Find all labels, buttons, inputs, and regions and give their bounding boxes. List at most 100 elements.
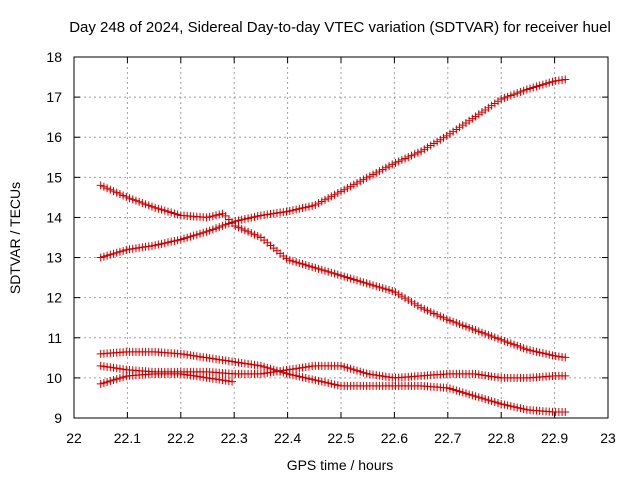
data-point xyxy=(548,77,557,86)
data-point xyxy=(484,330,493,339)
data-point xyxy=(308,262,317,271)
data-point xyxy=(513,403,522,412)
data-point xyxy=(381,285,390,294)
data-point xyxy=(119,373,128,382)
data-point xyxy=(497,95,506,104)
data-point xyxy=(397,155,406,164)
data-point xyxy=(218,221,227,230)
series-series-b xyxy=(96,361,570,382)
data-point xyxy=(413,301,422,310)
data-point xyxy=(234,216,243,225)
data-point xyxy=(510,340,519,349)
data-point xyxy=(356,277,365,286)
data-point xyxy=(122,245,131,254)
data-point xyxy=(477,328,486,337)
data-point xyxy=(285,256,294,265)
data-point xyxy=(410,150,419,159)
data-point xyxy=(301,261,310,270)
data-point xyxy=(442,383,451,392)
data-point xyxy=(445,316,454,325)
data-point xyxy=(391,288,400,297)
data-point xyxy=(292,371,301,380)
data-point xyxy=(135,197,144,206)
data-point xyxy=(388,287,397,296)
data-point xyxy=(292,258,301,267)
data-point xyxy=(160,206,169,215)
y-tick-label: 12 xyxy=(46,290,62,306)
data-point xyxy=(436,312,445,321)
data-point xyxy=(96,181,105,190)
x-tick-label: 22.4 xyxy=(274,430,301,446)
data-point xyxy=(115,247,124,256)
data-point xyxy=(320,378,329,387)
data-point xyxy=(301,203,310,212)
axis-ticks: 22 22.1 22.2 22.3 22.4 22.5 22.6 22.7 22.8 22.9 23… xyxy=(46,49,616,446)
data-point xyxy=(109,249,118,258)
data-point xyxy=(381,163,390,172)
data-point xyxy=(365,172,374,181)
data-point xyxy=(349,180,358,189)
data-point xyxy=(493,398,502,407)
data-point xyxy=(240,215,249,224)
data-point xyxy=(429,139,438,148)
data-point xyxy=(112,188,121,197)
data-point xyxy=(314,199,323,208)
data-point xyxy=(413,148,422,157)
data-point xyxy=(301,373,310,382)
data-point xyxy=(522,85,531,94)
data-point xyxy=(208,212,217,221)
data-point xyxy=(106,185,115,194)
data-point xyxy=(285,206,294,215)
data-point xyxy=(212,224,221,233)
data-point xyxy=(516,404,525,413)
data-point xyxy=(513,89,522,98)
data-point xyxy=(449,385,458,394)
data-point xyxy=(208,225,217,234)
data-point xyxy=(308,375,317,384)
x-tick-label: 22.6 xyxy=(381,430,408,446)
x-tick-label: 22.8 xyxy=(488,430,515,446)
data-point xyxy=(240,226,249,235)
data-point xyxy=(461,322,470,331)
data-point xyxy=(452,125,461,134)
data-point xyxy=(330,380,339,389)
data-point xyxy=(471,112,480,121)
data-point xyxy=(340,362,349,371)
data-point xyxy=(192,230,201,239)
data-point xyxy=(109,187,118,196)
data-point xyxy=(484,103,493,112)
data-point xyxy=(417,147,426,156)
data-point xyxy=(324,379,333,388)
data-point xyxy=(333,381,342,390)
data-point xyxy=(221,220,230,229)
data-point xyxy=(330,269,339,278)
data-point xyxy=(375,283,384,292)
data-point xyxy=(510,90,519,99)
data-point xyxy=(103,251,112,260)
data-point xyxy=(468,324,477,333)
data-point xyxy=(250,212,259,221)
data-point xyxy=(401,154,410,163)
data-point xyxy=(385,162,394,171)
data-point xyxy=(532,82,541,91)
data-point xyxy=(545,350,554,359)
y-tick-label: 15 xyxy=(46,169,62,185)
data-point xyxy=(449,127,458,136)
data-point xyxy=(157,239,166,248)
data-point xyxy=(298,260,307,269)
data-point xyxy=(237,215,246,224)
data-point xyxy=(160,239,169,248)
data-point xyxy=(538,349,547,358)
data-point xyxy=(474,327,483,336)
data-point xyxy=(115,374,124,383)
data-point xyxy=(112,375,121,384)
data-point xyxy=(468,391,477,400)
data-point xyxy=(561,353,570,362)
data-point xyxy=(372,168,381,177)
data-point xyxy=(340,272,349,281)
data-point xyxy=(458,388,467,397)
data-point xyxy=(244,227,253,236)
data-point xyxy=(343,363,352,372)
data-point xyxy=(282,207,291,216)
